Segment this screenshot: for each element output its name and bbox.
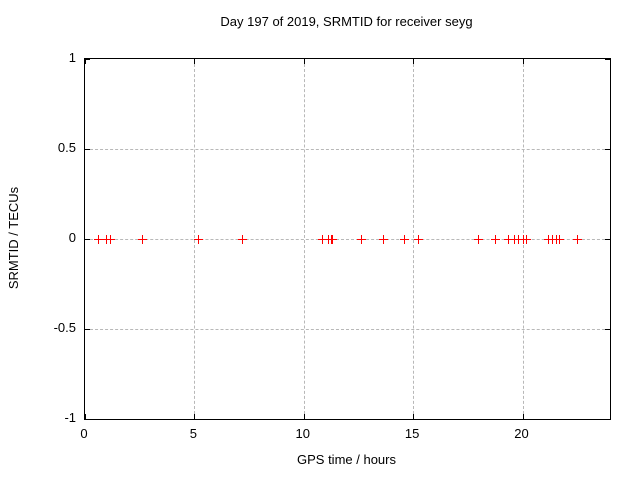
x-tick-mark: [522, 414, 524, 419]
y-tick-label: -1: [64, 410, 76, 425]
data-point-marker: [490, 235, 500, 244]
y-gridline: [85, 329, 610, 330]
data-point-marker: [521, 235, 531, 244]
x-axis-label: GPS time / hours: [297, 452, 396, 467]
data-point-marker: [504, 235, 514, 244]
y-tick-mark: [605, 419, 610, 420]
y-tick-mark: [605, 239, 610, 240]
y-gridline: [85, 149, 610, 150]
data-point-marker: [357, 235, 367, 244]
x-tick-label: 15: [404, 426, 420, 441]
data-point-marker: [378, 235, 388, 244]
y-gridline: [85, 239, 610, 240]
y-tick-label: -0.5: [53, 320, 76, 335]
y-tick-mark: [85, 329, 90, 330]
data-point-marker: [93, 235, 103, 244]
data-point-marker: [106, 235, 116, 244]
x-tick-mark: [303, 414, 305, 419]
data-point-marker: [413, 235, 423, 244]
x-tick-mark: [303, 59, 305, 64]
x-tick-mark: [194, 414, 196, 419]
x-tick-label: 20: [514, 426, 529, 441]
y-tick-mark: [85, 239, 90, 240]
x-tick-mark: [522, 59, 524, 64]
y-tick-mark: [85, 149, 90, 150]
data-point-marker: [237, 235, 247, 244]
x-tick-label: 5: [189, 426, 197, 441]
y-tick-label: 0: [68, 230, 76, 245]
x-tick-mark: [413, 414, 415, 419]
x-tick-mark: [413, 59, 415, 64]
x-tick-label: 0: [80, 426, 88, 441]
data-point-marker: [328, 235, 338, 244]
data-point-marker: [194, 235, 204, 244]
data-point-marker: [555, 235, 565, 244]
y-tick-mark: [85, 59, 90, 60]
data-point-marker: [317, 235, 327, 244]
y-tick-mark: [605, 149, 610, 150]
y-tick-mark: [605, 329, 610, 330]
y-tick-label: 0.5: [57, 140, 76, 155]
data-point-marker: [473, 235, 483, 244]
y-tick-label: 1: [68, 50, 76, 65]
data-point-marker: [400, 235, 410, 244]
chart-title: Day 197 of 2019, SRMTID for receiver sey…: [220, 14, 473, 29]
y-tick-mark: [85, 419, 90, 420]
x-tick-mark: [85, 414, 86, 419]
data-point-marker: [137, 235, 147, 244]
x-tick-mark: [194, 59, 196, 64]
x-tick-mark: [85, 59, 86, 64]
x-tick-label: 10: [295, 426, 310, 441]
plot-area: [84, 58, 611, 420]
y-tick-mark: [605, 59, 610, 60]
data-point-marker: [101, 235, 111, 244]
data-point-marker: [573, 235, 583, 244]
